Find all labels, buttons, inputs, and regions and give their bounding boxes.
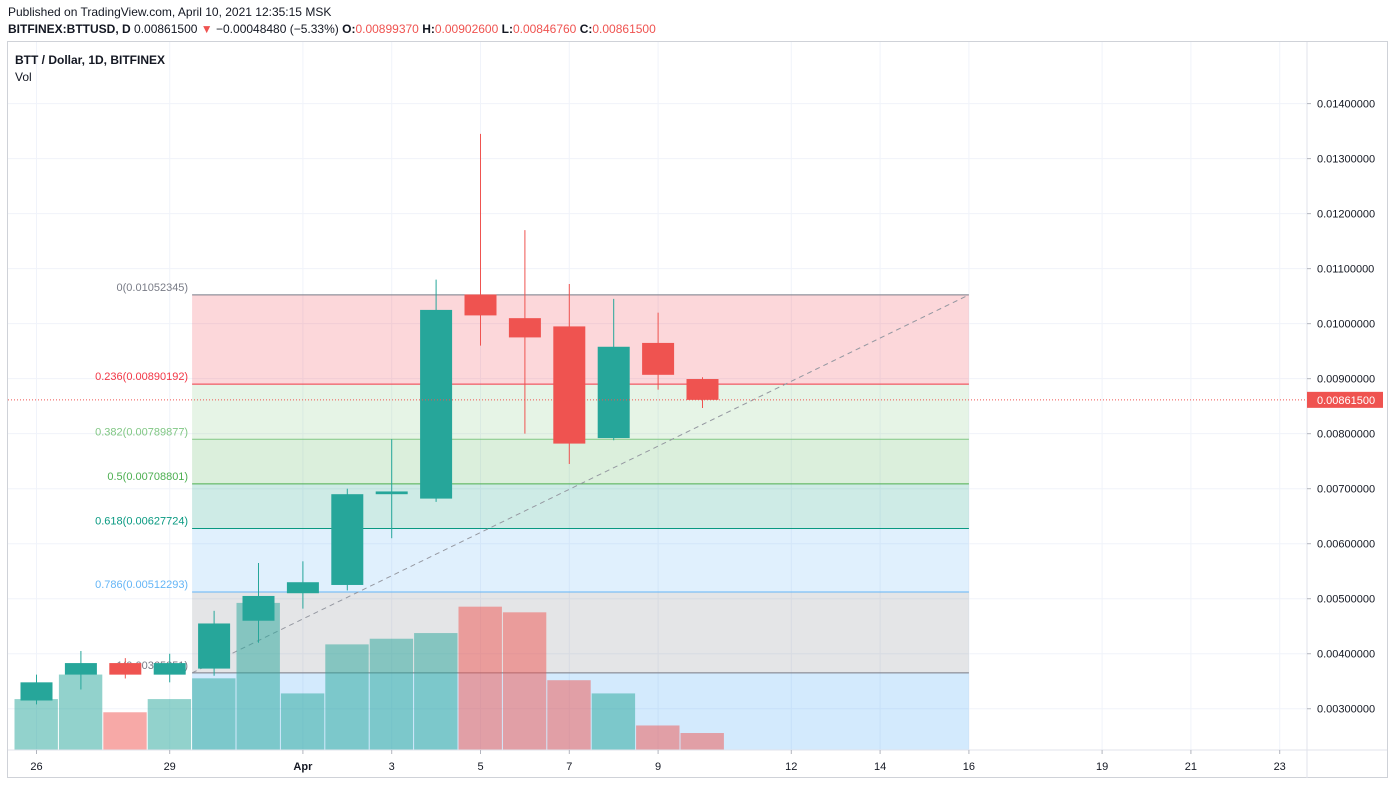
y-tick-label: 0.00500000: [1317, 594, 1375, 606]
close-label: C:: [579, 22, 593, 36]
x-tick-label: 26: [30, 761, 42, 773]
x-tick-label: 29: [164, 761, 176, 773]
fib-level-label: 0.618(0.00627724): [95, 515, 188, 527]
volume-bar: [280, 693, 325, 750]
x-tick-label: 9: [655, 761, 661, 773]
volume-bar: [502, 612, 547, 750]
y-tick-label: 0.00400000: [1317, 649, 1375, 661]
candle-body: [686, 379, 719, 400]
candle-body: [64, 663, 97, 675]
y-tick-label: 0.01300000: [1317, 154, 1375, 166]
y-tick-label: 0.01200000: [1317, 209, 1375, 221]
volume-bar: [369, 638, 414, 750]
high-label: H:: [422, 22, 435, 36]
fib-zone: [192, 439, 969, 484]
chart-legend-title: BTT / Dollar, 1D, BITFINEX: [15, 53, 166, 67]
x-tick-label: 21: [1185, 761, 1197, 773]
fib-zone: [192, 528, 969, 592]
candle-body: [464, 294, 497, 316]
x-tick-label: 23: [1274, 761, 1286, 773]
fib-level-label: 0.382(0.00789877): [95, 426, 188, 438]
candle-body: [242, 595, 275, 621]
candle-body: [20, 682, 53, 701]
candle-body: [286, 582, 319, 594]
y-tick-label: 0.00700000: [1317, 484, 1375, 496]
current-price-tag: [1307, 391, 1383, 408]
volume-bar: [103, 712, 147, 750]
x-tick-label: 5: [477, 761, 483, 773]
x-tick-label: 19: [1096, 761, 1108, 773]
volume-bar: [458, 606, 502, 750]
last-price: 0.00861500: [134, 22, 198, 36]
volume-bar: [547, 680, 591, 750]
x-tick-label: 12: [785, 761, 797, 773]
x-tick-label: 7: [566, 761, 572, 773]
volume-bar: [680, 733, 724, 750]
x-tick-label: 14: [874, 761, 886, 773]
x-tick-label: Apr: [293, 761, 313, 773]
symbol-label: BITFINEX:BTTUSD, D: [8, 22, 131, 36]
volume-bar: [591, 693, 636, 750]
candle-body: [553, 326, 586, 444]
y-tick-label: 0.01000000: [1317, 319, 1375, 331]
volume-bar: [414, 633, 458, 750]
high-value: 0.00902600: [434, 22, 499, 36]
y-tick-label: 0.00900000: [1317, 374, 1375, 386]
chart-frame: [7, 41, 1388, 778]
y-tick-label: 0.01400000: [1317, 99, 1375, 111]
y-tick-label: 0.00800000: [1317, 429, 1375, 441]
open-value: 0.00899370: [355, 22, 419, 36]
volume-legend: Vol: [15, 70, 32, 84]
fib-zone: [192, 591, 969, 673]
candle-body: [420, 309, 453, 499]
fib-level-label: 0.236(0.00890192): [95, 371, 188, 383]
change-value: −0.00048480 (−5.33%): [216, 22, 339, 36]
y-tick-label: 0.00600000: [1317, 539, 1375, 551]
down-arrow-icon: ▼: [200, 22, 213, 36]
fib-level-label: 0.5(0.00708801): [107, 471, 188, 483]
y-tick-label: 0.00300000: [1317, 704, 1375, 716]
volume-bar: [14, 699, 58, 750]
candle-body: [198, 623, 231, 669]
x-tick-label: 16: [963, 761, 975, 773]
low-value: 0.00846760: [512, 22, 577, 36]
fib-level-label: 0.786(0.00512293): [95, 579, 188, 591]
volume-bar: [147, 699, 192, 750]
open-label: O:: [342, 22, 356, 36]
volume-bar: [192, 678, 236, 750]
published-line: Published on TradingView.com, April 10, …: [8, 5, 332, 19]
y-tick-label: 0.01100000: [1317, 264, 1374, 276]
fib-zone: [192, 483, 969, 529]
volume-bar: [325, 644, 369, 750]
candle-body: [153, 663, 186, 675]
current-price-label: 0.00861500: [1317, 395, 1375, 407]
low-label: L:: [501, 22, 513, 36]
close-value: 0.00861500: [592, 22, 656, 36]
candle-body: [642, 342, 675, 375]
candle-body: [597, 346, 630, 439]
ohlc-header: BITFINEX:BTTUSD, D 0.00861500 ▼ −0.00048…: [8, 22, 656, 36]
candle-body: [375, 491, 408, 495]
candle-body: [331, 494, 364, 585]
fib-level-label: 0(0.01052345): [117, 282, 189, 294]
volume-bar: [636, 725, 680, 750]
candle-body: [508, 318, 541, 338]
candle-body: [109, 663, 142, 675]
x-tick-label: 3: [389, 761, 395, 773]
